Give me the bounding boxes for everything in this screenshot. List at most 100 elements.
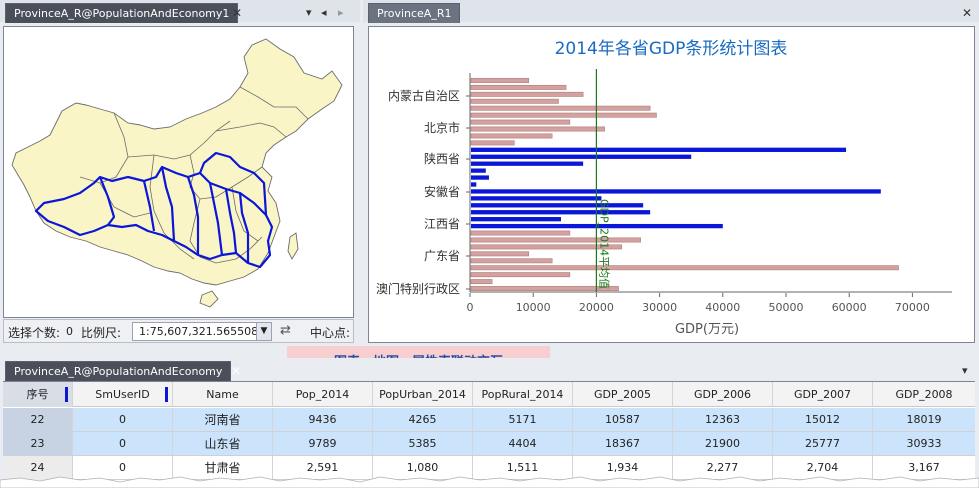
table-cell[interactable]: 山东省 (173, 432, 273, 456)
table-cell[interactable]: 12363 (673, 408, 773, 432)
grid-close-icon[interactable]: ✕ (231, 364, 242, 378)
table-cell[interactable]: 3,167 (908, 461, 940, 474)
chart-close-icon[interactable]: ✕ (962, 6, 973, 20)
table-cell[interactable]: 4265 (373, 408, 473, 432)
bar[interactable] (470, 272, 571, 278)
torn-edge-decoration (0, 476, 979, 488)
bar[interactable] (470, 112, 657, 118)
row-index-cell[interactable]: 24 (3, 456, 73, 480)
bar[interactable] (470, 258, 553, 264)
col-header-label: PopUrban_2014 (379, 388, 466, 401)
bar-selected[interactable] (471, 189, 881, 194)
table-row[interactable]: 22 0 河南省 9436 4265 5171 10587 12363 15012 18019 (3, 408, 975, 432)
row-index-cell[interactable]: 23 (3, 432, 73, 456)
scroll-right-icon[interactable]: ▸ (338, 6, 344, 19)
grid-dropdown-icon[interactable]: ▾ (962, 364, 968, 377)
bar-selected[interactable] (471, 210, 651, 215)
col-header-gdp2006[interactable]: GDP_2006 (673, 382, 773, 407)
china-province-map[interactable] (4, 27, 353, 317)
table-row[interactable]: 23 0 山东省 9789 5385 4404 18367 21900 25777 30933 (3, 432, 975, 456)
table-cell[interactable]: 5385 (373, 432, 473, 456)
table-cell[interactable]: 0 (73, 408, 173, 432)
table-cell[interactable]: 甘肃省 (173, 456, 273, 480)
table-cell[interactable]: 21900 (673, 432, 773, 456)
tab-dropdown-icon[interactable]: ▾ (306, 6, 312, 19)
bar[interactable] (470, 105, 651, 111)
x-axis-label: GDP(万元) (675, 322, 739, 337)
col-header-smuserid[interactable]: SmUserID (73, 382, 173, 407)
table-cell[interactable]: 0 (73, 432, 173, 456)
col-header-gdp2005[interactable]: GDP_2005 (573, 382, 673, 407)
table-cell[interactable]: 2,591 (273, 456, 373, 480)
tab-chart[interactable]: ProvinceA_R1 (368, 3, 461, 23)
table-cell[interactable]: 1,511 (473, 456, 573, 480)
bar-selected[interactable] (471, 196, 602, 201)
sort-marker-icon (165, 387, 168, 402)
bar-selected[interactable] (471, 203, 644, 208)
row-index-cell[interactable]: 22 (3, 408, 73, 432)
bar[interactable] (470, 251, 530, 257)
bar[interactable] (470, 244, 622, 250)
table-cell[interactable]: 0 (73, 456, 173, 480)
table-cell[interactable]: 10587 (573, 408, 673, 432)
bar[interactable] (470, 78, 530, 83)
x-tick-label: 0 (467, 301, 474, 314)
col-header-gdp2008[interactable]: GDP_2008 (873, 382, 975, 407)
bar[interactable] (470, 133, 553, 139)
selected-count-value: 0 (66, 325, 73, 338)
col-header-index[interactable]: 序号 (3, 382, 73, 407)
tab-map-layer[interactable]: ProvinceA_R@PopulationAndEconomy1 (5, 3, 239, 23)
bar-selected[interactable] (471, 154, 692, 159)
bar[interactable] (470, 279, 493, 285)
bar[interactable] (470, 286, 619, 291)
table-cell[interactable]: 河南省 (173, 408, 273, 432)
bar[interactable] (470, 91, 584, 97)
bar[interactable] (470, 126, 605, 132)
bar[interactable] (470, 237, 641, 243)
bar-selected[interactable] (471, 168, 486, 173)
bar[interactable] (470, 119, 571, 125)
gdp-bar-chart[interactable]: 2014年各省GDP条形统计图表 内蒙古自治区北京市陕西省安徽省江西省广东省澳门… (369, 27, 974, 342)
chart-view[interactable]: 2014年各省GDP条形统计图表 内蒙古自治区 北京市 陕西省 安徽省 江西省 广东省 澳门… (368, 26, 975, 343)
bar-selected[interactable] (471, 147, 847, 152)
table-cell[interactable]: 18019 (906, 413, 942, 426)
map-view[interactable] (3, 26, 354, 318)
table-cell[interactable]: 15012 (773, 408, 873, 432)
table-cell[interactable]: 1,934 (573, 456, 673, 480)
swap-icon[interactable]: ⇄ (280, 323, 291, 338)
scale-value: 1:75,607,321.5655083 (139, 325, 266, 338)
bar-selected[interactable] (471, 161, 584, 166)
col-header-poprural2014[interactable]: PopRural_2014 (473, 382, 573, 407)
bar-selected[interactable] (471, 182, 477, 187)
bar[interactable] (470, 230, 571, 236)
table-cell[interactable]: 4404 (473, 432, 573, 456)
y-tick-label: 北京市 (424, 120, 460, 135)
col-header-popurban2014[interactable]: PopUrban_2014 (373, 382, 473, 407)
table-cell[interactable]: 9789 (273, 432, 373, 456)
bar-selected[interactable] (471, 217, 562, 222)
close-icon[interactable]: ✕ (232, 6, 243, 20)
bar[interactable] (470, 84, 567, 90)
col-header-pop2014[interactable]: Pop_2014 (273, 382, 373, 407)
scroll-left-icon[interactable]: ◂ (321, 6, 327, 19)
scale-combobox[interactable]: 1:75,607,321.5655083 ▼ (132, 322, 272, 341)
table-cell[interactable]: 2,704 (773, 456, 873, 480)
bar-selected[interactable] (471, 175, 489, 180)
col-header-label: GDP_2005 (593, 388, 652, 401)
table-cell[interactable]: 9436 (273, 408, 373, 432)
table-cell[interactable]: 5171 (473, 408, 573, 432)
col-header-label: PopRural_2014 (481, 388, 564, 401)
tab-attribute-table[interactable]: ProvinceA_R@PopulationAndEconomy (5, 361, 232, 381)
bar[interactable] (470, 98, 559, 104)
tab-map-layer-label: ProvinceA_R@PopulationAndEconomy1 (14, 7, 230, 20)
col-header-gdp2007[interactable]: GDP_2007 (773, 382, 873, 407)
table-cell[interactable]: 2,277 (673, 456, 773, 480)
bar[interactable] (470, 140, 515, 146)
table-cell[interactable]: 25777 (773, 432, 873, 456)
bar[interactable] (470, 265, 899, 271)
chevron-down-icon[interactable]: ▼ (256, 323, 271, 340)
table-cell[interactable]: 30933 (906, 437, 942, 450)
table-cell[interactable]: 18367 (573, 432, 673, 456)
table-cell[interactable]: 1,080 (373, 456, 473, 480)
col-header-name[interactable]: Name (173, 382, 273, 407)
